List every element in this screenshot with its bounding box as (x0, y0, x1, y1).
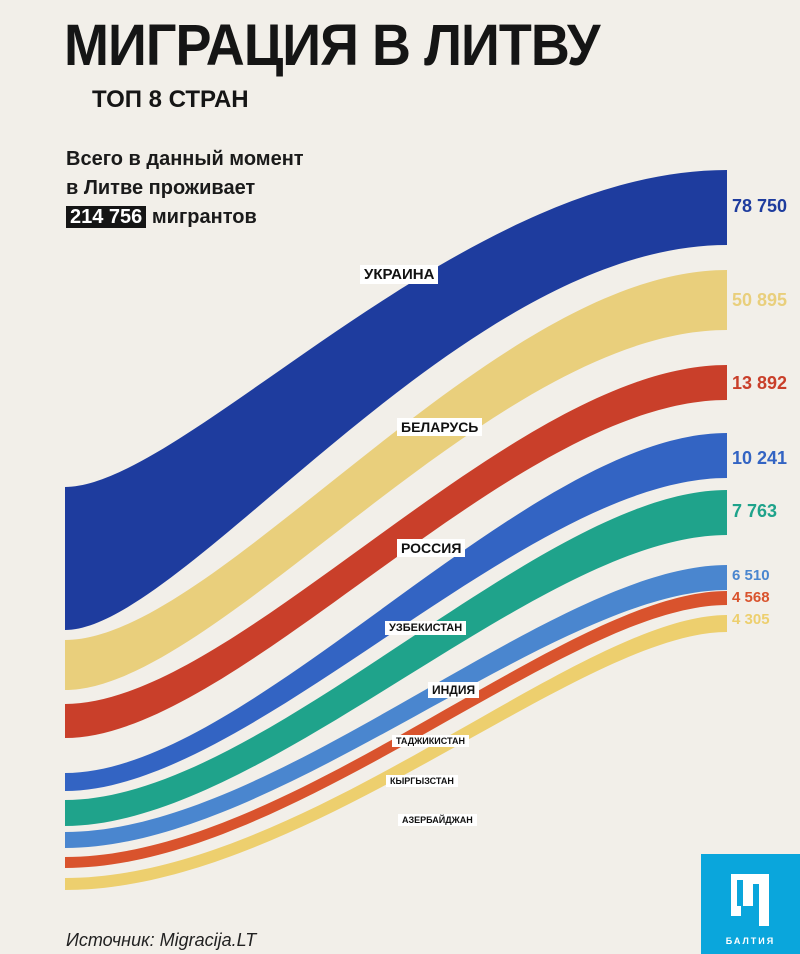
ribbon-1 (65, 170, 727, 630)
logo-mark-icon (731, 874, 769, 926)
total-unit: мигрантов (151, 206, 257, 228)
value-label: 50 895 (732, 290, 788, 310)
page-title: МИГРАЦИЯ В ЛИТВУ (64, 13, 600, 78)
country-label: ТАДЖИКИСТАН (392, 735, 469, 747)
country-label: КЫРГЫЗСТАН (386, 775, 458, 787)
value-label: 10 241 (732, 448, 788, 468)
total-value: 214 756 (66, 206, 147, 228)
ribbon-6 (65, 565, 727, 848)
total-text: Всего в данный момент в Литве проживает … (66, 145, 304, 232)
source-text: Источник: Migracija.LT (66, 930, 257, 950)
country-label: АЗЕРБАЙДЖАН (398, 814, 477, 826)
page-subtitle: ТОП 8 СТРАН (92, 86, 249, 113)
value-label: 78 750 (732, 196, 788, 216)
value-label: 4 305 (732, 611, 770, 628)
value-label: 7 763 (732, 501, 778, 521)
country-label: УЗБЕКИСТАН (385, 621, 467, 635)
value-label: 13 892 (732, 373, 788, 393)
ribbon-3 (65, 365, 727, 738)
ribbon-5 (65, 490, 727, 826)
country-label: БЕЛАРУСЬ (397, 418, 483, 436)
logo-text: БАЛТИЯ (725, 936, 776, 946)
total-line1: Всего в данный момент (66, 148, 304, 170)
ribbon-2 (65, 270, 727, 690)
baltia-logo: БАЛТИЯ (701, 854, 800, 954)
value-label: 6 510 (732, 567, 770, 584)
country-label: РОССИЯ (397, 539, 466, 557)
country-label: УКРАИНА (360, 265, 439, 284)
country-label: ИНДИЯ (428, 682, 480, 698)
ribbon-4 (65, 433, 727, 791)
ribbon-8 (65, 615, 727, 890)
value-label: 4 568 (732, 589, 770, 606)
total-line2: в Литве проживает (66, 177, 256, 199)
